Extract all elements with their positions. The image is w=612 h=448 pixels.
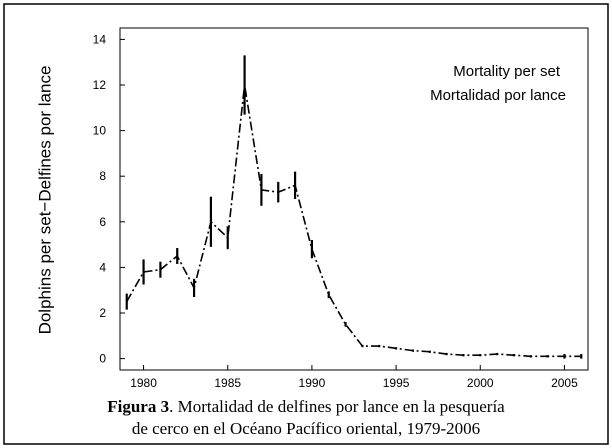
y-axis-label: Dolphins per set−Delfines por lance: [35, 66, 54, 335]
x-tick-label: 1995: [383, 376, 410, 390]
y-tick-label: 8: [99, 169, 106, 183]
caption-text: . Mortalidad de delfines por lance en la…: [169, 397, 505, 416]
y-tick-label: 14: [93, 32, 107, 46]
legend-line: Mortalidad por lance: [430, 87, 566, 104]
y-tick-label: 12: [93, 78, 107, 92]
legend-line: Mortality per set: [453, 63, 561, 80]
y-tick-label: 0: [99, 352, 106, 366]
data-line: [126, 84, 582, 358]
x-tick-label: 1990: [299, 376, 326, 390]
x-tick-label: 1985: [214, 376, 241, 390]
caption-text: de cerco en el Océano Pacífico oriental,…: [132, 419, 480, 438]
y-tick-label: 6: [99, 215, 106, 229]
x-tick-label: 2005: [551, 376, 578, 390]
y-tick-label: 2: [99, 306, 106, 320]
x-tick-label: 1980: [130, 376, 157, 390]
outer-frame: [3, 3, 609, 445]
plot-frame: [119, 27, 589, 371]
y-tick-label: 4: [99, 260, 106, 274]
caption-label: Figura 3: [107, 397, 169, 416]
caption: Figura 3. Mortalidad de delfines por lan…: [107, 397, 505, 416]
y-tick-label: 10: [93, 124, 107, 138]
x-tick-label: 2000: [467, 376, 494, 390]
